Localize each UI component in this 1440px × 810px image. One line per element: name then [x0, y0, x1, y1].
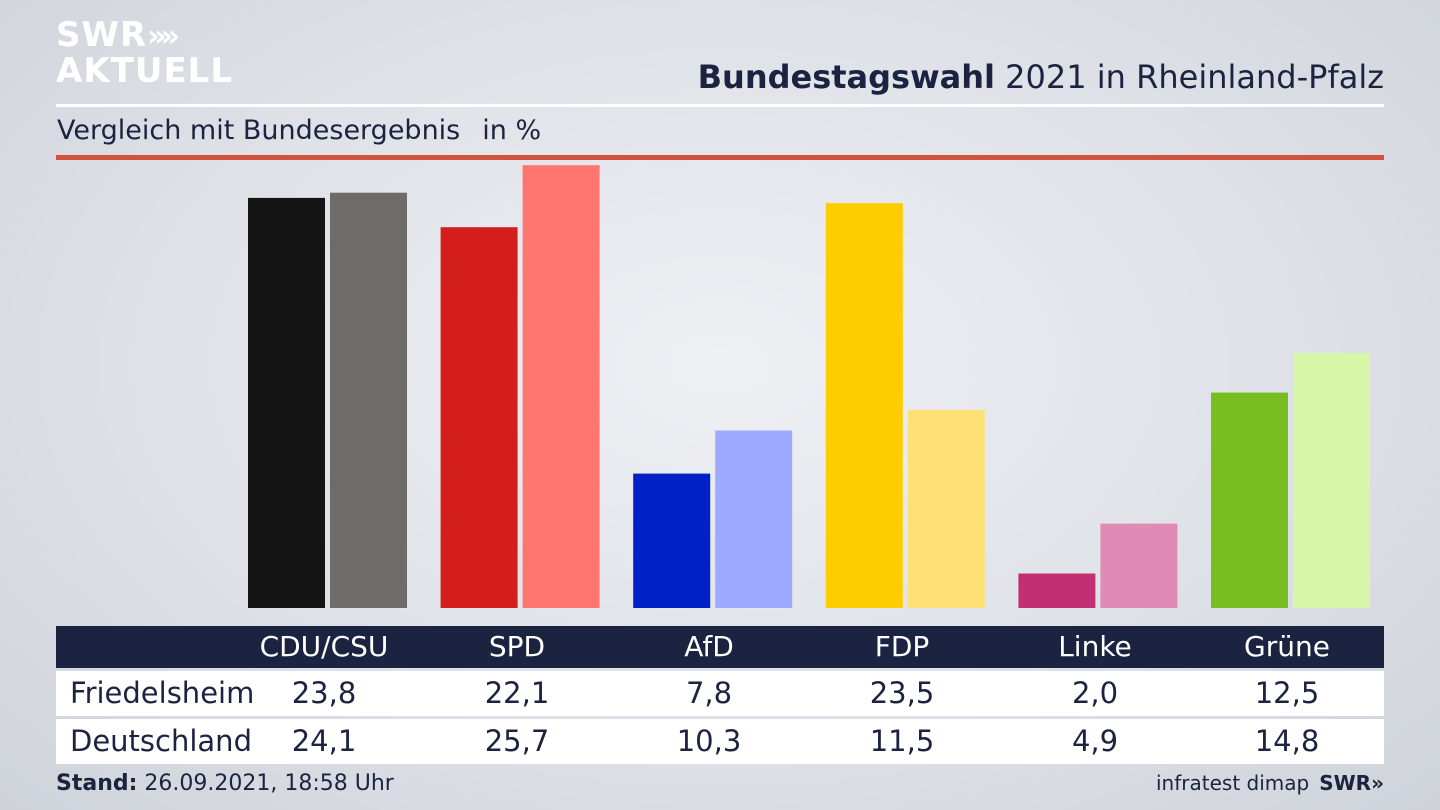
swr-aktuell-logo: SWR»» AKTUELL	[56, 18, 236, 90]
table-row-friedelsheim: Friedelsheim 23,8 22,1 7,8 23,5 2,0 12,5	[56, 671, 1384, 716]
value-deutschland-gruene: 14,8	[1254, 724, 1320, 758]
timestamp-value: 26.09.2021, 18:58 Uhr	[144, 771, 394, 796]
title-rest: 2021 in Rheinland-Pfalz	[1005, 58, 1384, 96]
bar-friedelsheim-gruene	[1211, 392, 1288, 608]
source-credit: infratest dimap SWR»	[1156, 771, 1384, 795]
logo-text-aktuell: AKTUELL	[56, 51, 234, 91]
header-fdp: FDP	[874, 630, 930, 663]
value-deutschland-afd: 10,3	[676, 724, 742, 758]
header-divider	[56, 104, 1384, 107]
bar-deutschland-fdp	[907, 409, 985, 608]
header-afd: AfD	[684, 630, 734, 663]
value-friedelsheim-cdu-csu: 23,8	[291, 676, 357, 710]
swr-brand-logo: SWR»	[1319, 771, 1384, 795]
bar-friedelsheim-cdu-csu	[248, 197, 325, 608]
value-friedelsheim-fdp: 23,5	[869, 676, 935, 710]
bar-deutschland-gruene	[1293, 353, 1370, 608]
value-deutschland-spd: 25,7	[484, 724, 550, 758]
header-linke: Linke	[1058, 630, 1132, 663]
subtitle-text: Vergleich mit Bundesergebnis	[57, 115, 461, 146]
value-friedelsheim-afd: 7,8	[685, 676, 733, 710]
row-label-friedelsheim: Friedelsheim	[70, 676, 255, 710]
value-friedelsheim-linke: 2,0	[1071, 676, 1119, 710]
header-spd: SPD	[488, 630, 546, 663]
table-row-deutschland: Deutschland 24,1 25,7 10,3 11,5 4,9 14,8	[56, 719, 1384, 764]
header-cdu-csu: CDU/CSU	[259, 630, 389, 663]
table-header: CDU/CSU SPD AfD FDP Linke Grüne	[56, 626, 1384, 668]
header-gruene: Grüne	[1244, 630, 1330, 663]
bar-deutschland-cdu-csu	[330, 192, 407, 608]
bar-deutschland-spd	[522, 165, 600, 608]
bar-friedelsheim-fdp	[825, 203, 903, 608]
unit-label: in %	[482, 115, 542, 146]
bar-friedelsheim-afd	[633, 473, 711, 608]
chart-subtitle: Vergleich mit Bundesergebnis in %	[57, 115, 541, 146]
value-deutschland-linke: 4,9	[1071, 724, 1119, 758]
bar-friedelsheim-linke	[1018, 573, 1096, 608]
value-friedelsheim-gruene: 12,5	[1254, 676, 1320, 710]
bar-deutschland-linke	[1100, 523, 1178, 608]
value-deutschland-cdu-csu: 24,1	[291, 724, 357, 758]
value-friedelsheim-spd: 22,1	[484, 676, 550, 710]
row-label-deutschland: Deutschland	[70, 724, 252, 758]
bar-deutschland-afd	[715, 430, 793, 608]
timestamp: Stand: 26.09.2021, 18:58 Uhr	[56, 771, 394, 796]
value-deutschland-fdp: 11,5	[869, 724, 935, 758]
logo-text-swr: SWR	[56, 15, 148, 55]
timestamp-label: Stand:	[56, 771, 138, 796]
title-bold: Bundestagswahl	[697, 58, 995, 96]
bar-chart	[248, 165, 1370, 608]
source-label: infratest dimap	[1156, 771, 1310, 795]
page-title: Bundestagswahl 2021 in Rheinland-Pfalz	[698, 58, 1384, 96]
results-table: CDU/CSU SPD AfD FDP Linke Grüne Friedels…	[56, 626, 1384, 764]
subtitle-divider	[56, 155, 1384, 160]
bar-friedelsheim-spd	[440, 227, 518, 608]
